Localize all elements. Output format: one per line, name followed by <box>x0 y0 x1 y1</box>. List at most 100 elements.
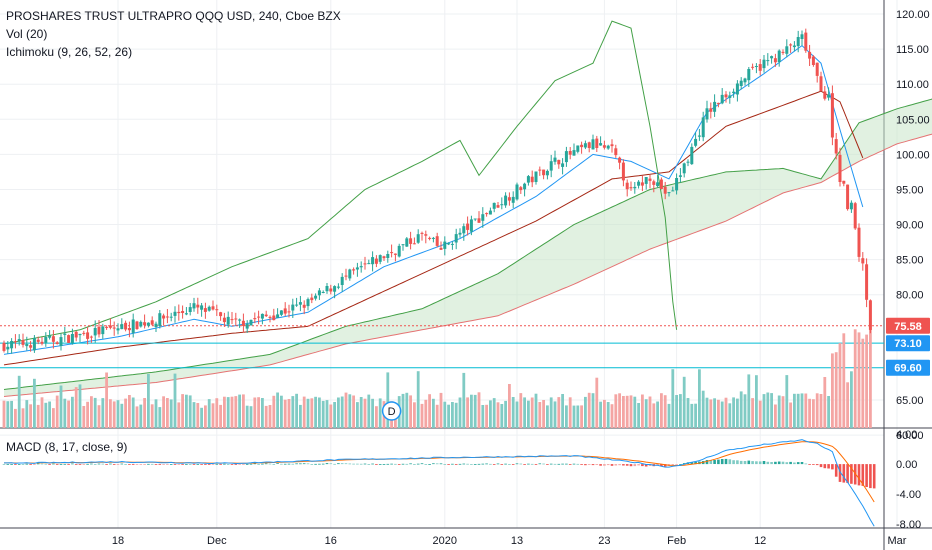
candle-down <box>196 304 200 308</box>
legend-macd[interactable]: MACD (8, 17, close, 9) <box>6 440 128 454</box>
volume-bar <box>230 396 234 428</box>
macd-histogram-bar <box>367 464 371 465</box>
macd-histogram-bar <box>527 463 530 465</box>
candle-up <box>504 195 508 206</box>
legend-title[interactable]: PROSHARES TRUST ULTRAPRO QQQ USD, 240, C… <box>6 9 341 23</box>
macd-histogram-bar <box>211 464 215 465</box>
candle-up <box>701 117 705 138</box>
macd-histogram-bar <box>762 461 766 465</box>
candle-down <box>496 205 500 208</box>
candle-down <box>82 332 86 334</box>
candle-down <box>842 180 846 184</box>
macd-histogram-bar <box>504 463 507 465</box>
volume-bar <box>280 395 283 428</box>
macd-histogram-bar <box>71 463 74 465</box>
legend-ichimoku[interactable]: Ichimoku (9, 26, 52, 26) <box>6 45 133 59</box>
volume-bar <box>71 396 74 428</box>
volume-bar <box>166 398 169 428</box>
macd-histogram-bar <box>268 463 272 465</box>
volume-bar <box>181 394 184 428</box>
macd-histogram-bar <box>530 463 534 465</box>
macd-histogram-bar <box>173 464 177 465</box>
volume-bar <box>97 405 101 428</box>
candle-down <box>804 32 808 51</box>
volume-bar <box>120 403 124 428</box>
candle-down <box>485 213 489 215</box>
volume-bar <box>302 396 306 428</box>
candle-down <box>652 181 656 185</box>
macd-tick-label: 4.00 <box>896 429 917 441</box>
volume-bar <box>344 392 348 428</box>
macd-histogram-bar <box>67 464 70 465</box>
volume-bar <box>538 402 542 428</box>
macd-histogram-bar <box>264 463 268 465</box>
price-tick-label: 105.00 <box>896 114 930 126</box>
macd-histogram-bar <box>276 463 279 464</box>
candle-up <box>770 56 774 59</box>
volume-bar <box>416 371 420 428</box>
candle-down <box>834 139 838 154</box>
volume-bar <box>135 406 139 428</box>
volume-bar <box>272 395 276 428</box>
candle-up <box>732 91 736 94</box>
macd-histogram-bar <box>90 463 93 465</box>
volume-bar <box>793 393 796 428</box>
macd-histogram-bar <box>785 462 789 465</box>
dividend-marker[interactable]: D <box>381 401 402 421</box>
candle-up <box>766 60 770 62</box>
volume-bar <box>420 403 424 428</box>
volume-bar <box>663 395 667 428</box>
legend-vol[interactable]: Vol (20) <box>6 27 48 41</box>
volume-bar <box>804 393 808 428</box>
volume-bar <box>549 397 553 428</box>
volume-bar <box>169 399 173 428</box>
volume-bar <box>325 400 329 428</box>
volume-bar <box>242 394 245 428</box>
macd-histogram-bar <box>815 464 819 466</box>
volume-bar <box>641 394 644 428</box>
candle-up <box>260 313 264 319</box>
candle-down <box>13 341 17 343</box>
volume-bar <box>857 332 861 428</box>
macd-histogram-bar <box>523 464 526 465</box>
candle-down <box>352 269 356 271</box>
axes: 120.00115.00110.00105.00100.0095.0090.00… <box>112 9 930 547</box>
volume-bar <box>124 398 127 428</box>
volume-bar <box>249 406 253 428</box>
candle-up <box>101 326 105 335</box>
volume-bar <box>158 407 162 428</box>
candle-down <box>428 237 432 239</box>
candle-down <box>648 178 652 181</box>
price-tick-label: 80.00 <box>896 290 924 302</box>
volume-bar <box>580 405 583 428</box>
candle-down <box>135 321 139 329</box>
macd-histogram-bar <box>340 463 344 465</box>
macd-histogram-bar <box>36 463 40 465</box>
macd-histogram-bar <box>432 463 435 465</box>
volume-bar <box>363 398 367 428</box>
macd-histogram-bar <box>428 464 431 465</box>
candle-up <box>386 254 390 258</box>
candle-up <box>238 319 242 321</box>
volume-bar <box>652 403 656 428</box>
candle-up <box>207 306 211 311</box>
volume-bar <box>481 405 485 428</box>
volume-bar <box>10 400 13 428</box>
candle-down <box>542 169 546 176</box>
macd-histogram-bar <box>257 464 260 465</box>
horizontal-lines <box>0 325 884 369</box>
macd-histogram-bar <box>181 464 184 465</box>
macd-histogram-bar <box>97 463 101 465</box>
volume-bar <box>800 393 804 428</box>
macd-histogram-bar <box>223 463 226 465</box>
macd-histogram-bar <box>755 461 758 465</box>
candle-down <box>264 314 268 317</box>
volume-bar <box>21 408 25 428</box>
macd-histogram-bar <box>831 464 834 470</box>
candle-down <box>629 187 633 189</box>
candle-up <box>697 135 701 137</box>
volume-bar <box>485 404 488 428</box>
macd-histogram-bar <box>215 463 219 465</box>
volume-bar <box>713 398 716 428</box>
